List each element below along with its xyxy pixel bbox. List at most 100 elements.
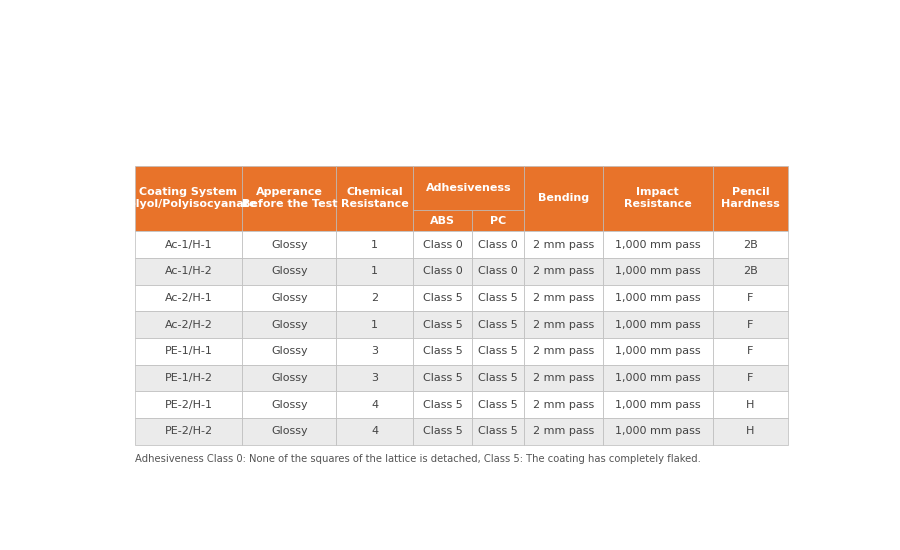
Text: 1,000 mm pass: 1,000 mm pass	[615, 293, 700, 303]
Bar	[337, 258, 412, 284]
Text: 1,000 mm pass: 1,000 mm pass	[615, 400, 700, 410]
Bar	[603, 258, 713, 284]
Text: 1,000 mm pass: 1,000 mm pass	[615, 373, 700, 383]
Bar	[472, 365, 525, 391]
Bar	[242, 311, 337, 338]
Bar	[525, 231, 603, 258]
Bar	[603, 338, 713, 365]
Text: 1,000 mm pass: 1,000 mm pass	[615, 346, 700, 356]
Bar	[242, 418, 337, 444]
Bar	[713, 284, 788, 311]
Text: Class 5: Class 5	[422, 320, 463, 329]
Text: Apperance
Before the Test: Apperance Before the Test	[241, 188, 338, 210]
Text: Class 5: Class 5	[422, 346, 463, 356]
Text: Class 0: Class 0	[479, 239, 518, 250]
Bar	[472, 391, 525, 418]
Bar	[242, 365, 337, 391]
Text: PE-1/H-1: PE-1/H-1	[165, 346, 212, 356]
Bar	[337, 311, 412, 338]
Bar	[603, 231, 713, 258]
Text: Glossy: Glossy	[271, 373, 308, 383]
Text: Chemical
Resistance: Chemical Resistance	[341, 188, 409, 210]
Bar	[713, 231, 788, 258]
Bar	[525, 166, 603, 231]
Bar	[412, 365, 472, 391]
Bar	[242, 284, 337, 311]
Text: PE-1/H-2: PE-1/H-2	[165, 373, 212, 383]
Bar	[242, 231, 337, 258]
Text: Glossy: Glossy	[271, 293, 308, 303]
Bar	[135, 166, 242, 231]
Text: Impact
Resistance: Impact Resistance	[624, 188, 692, 210]
Bar	[603, 166, 713, 231]
Text: ABS: ABS	[430, 216, 454, 225]
Text: Class 5: Class 5	[422, 373, 463, 383]
Bar	[242, 391, 337, 418]
Text: 2B: 2B	[742, 239, 758, 250]
Text: 2: 2	[371, 293, 378, 303]
Bar	[472, 418, 525, 444]
Bar	[603, 311, 713, 338]
Bar	[472, 311, 525, 338]
Bar	[603, 418, 713, 444]
Bar	[713, 391, 788, 418]
Bar	[603, 284, 713, 311]
Text: 3: 3	[371, 346, 378, 356]
Text: F: F	[747, 373, 753, 383]
Text: 2 mm pass: 2 mm pass	[533, 266, 594, 276]
Bar	[412, 258, 472, 284]
Bar	[412, 311, 472, 338]
Bar	[525, 418, 603, 444]
Text: F: F	[747, 293, 753, 303]
Bar	[525, 311, 603, 338]
Bar	[472, 258, 525, 284]
Bar	[135, 338, 242, 365]
Text: 2 mm pass: 2 mm pass	[533, 400, 594, 410]
Bar	[713, 418, 788, 444]
Text: Class 5: Class 5	[479, 373, 518, 383]
Text: Adhesiveness: Adhesiveness	[426, 183, 511, 192]
Bar	[412, 284, 472, 311]
Bar	[713, 365, 788, 391]
Bar	[713, 338, 788, 365]
Bar	[472, 284, 525, 311]
Bar	[603, 365, 713, 391]
Text: 1,000 mm pass: 1,000 mm pass	[615, 266, 700, 276]
Text: 2 mm pass: 2 mm pass	[533, 426, 594, 436]
Text: 2 mm pass: 2 mm pass	[533, 320, 594, 329]
Text: Coating System
Polyol/Polyisocyanate: Coating System Polyol/Polyisocyanate	[121, 188, 256, 210]
Bar	[525, 391, 603, 418]
Text: 4: 4	[371, 426, 378, 436]
Bar	[412, 418, 472, 444]
Bar	[713, 166, 788, 231]
Text: Glossy: Glossy	[271, 346, 308, 356]
Text: 2 mm pass: 2 mm pass	[533, 346, 594, 356]
Bar	[412, 338, 472, 365]
Bar	[242, 338, 337, 365]
Bar	[525, 284, 603, 311]
Text: 4: 4	[371, 400, 378, 410]
Text: Class 0: Class 0	[479, 266, 518, 276]
Text: 1: 1	[371, 266, 378, 276]
Text: H: H	[746, 426, 754, 436]
Text: F: F	[747, 346, 753, 356]
Text: Glossy: Glossy	[271, 266, 308, 276]
Bar	[713, 311, 788, 338]
Text: Class 5: Class 5	[479, 400, 518, 410]
Text: Ac-2/H-1: Ac-2/H-1	[165, 293, 212, 303]
Text: Class 5: Class 5	[422, 400, 463, 410]
Bar	[337, 284, 412, 311]
Bar	[713, 258, 788, 284]
Text: 1,000 mm pass: 1,000 mm pass	[615, 239, 700, 250]
Bar	[337, 338, 412, 365]
Bar	[412, 210, 472, 231]
Bar	[472, 210, 525, 231]
Bar	[337, 231, 412, 258]
Bar	[603, 391, 713, 418]
Bar	[135, 365, 242, 391]
Text: 1: 1	[371, 320, 378, 329]
Bar	[135, 258, 242, 284]
Bar	[135, 284, 242, 311]
Bar	[525, 258, 603, 284]
Text: Class 5: Class 5	[422, 426, 463, 436]
